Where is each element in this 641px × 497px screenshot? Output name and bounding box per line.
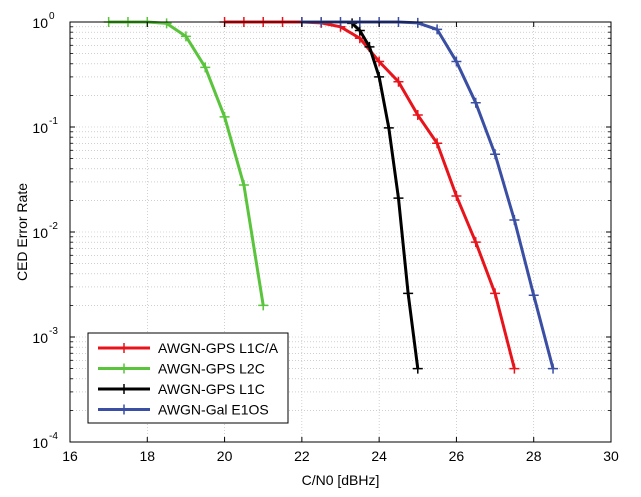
legend-label: AWGN-GPS L1C/A bbox=[158, 340, 279, 356]
data-point bbox=[451, 56, 462, 67]
legend-label: AWGN-GPS L2C bbox=[158, 361, 265, 377]
y-tick-label: 10 bbox=[32, 15, 48, 31]
y-tick-exponent: 0 bbox=[49, 11, 55, 22]
y-tick-label: 10 bbox=[32, 120, 48, 136]
data-point bbox=[548, 363, 559, 374]
data-point bbox=[490, 149, 501, 160]
legend-item: AWGN-GPS L2C bbox=[98, 361, 265, 377]
x-tick-label: 22 bbox=[294, 448, 310, 464]
data-point bbox=[490, 288, 501, 299]
x-tick-label: 30 bbox=[603, 448, 619, 464]
data-point bbox=[432, 24, 443, 35]
data-point bbox=[509, 363, 520, 374]
legend-item: AWGN-Gal E1OS bbox=[98, 402, 269, 418]
x-tick-label: 16 bbox=[62, 448, 78, 464]
legend: AWGN-GPS L1C/A AWGN-GPS L2C AWGN-GPS L1C AW… bbox=[87, 332, 289, 424]
data-point bbox=[509, 215, 520, 226]
legend-item: AWGN-GPS L1C/A bbox=[98, 340, 279, 356]
data-point bbox=[374, 56, 385, 67]
data-point bbox=[180, 31, 191, 42]
data-point bbox=[451, 191, 462, 202]
data-point bbox=[383, 122, 394, 133]
data-point bbox=[393, 193, 404, 204]
data-point bbox=[219, 111, 230, 122]
x-tick-label: 28 bbox=[526, 448, 542, 464]
y-tick-label: 10 bbox=[32, 330, 48, 346]
data-point bbox=[470, 237, 481, 248]
legend-label: AWGN-Gal E1OS bbox=[158, 402, 269, 418]
series-line bbox=[351, 22, 420, 369]
x-tick-label: 24 bbox=[371, 448, 387, 464]
legend-label: AWGN-GPS L1C bbox=[158, 381, 265, 397]
data-point bbox=[374, 71, 385, 82]
data-point bbox=[412, 363, 423, 374]
data-point bbox=[412, 17, 423, 28]
data-point bbox=[412, 110, 423, 121]
data-point bbox=[161, 18, 172, 29]
data-point bbox=[364, 41, 375, 52]
data-point bbox=[432, 138, 443, 149]
data-point bbox=[470, 97, 481, 108]
data-point bbox=[528, 290, 539, 301]
y-tick-label: 10 bbox=[32, 435, 48, 451]
y-axis-label: CED Error Rate bbox=[14, 183, 30, 281]
legend-marker bbox=[119, 404, 129, 415]
y-tick-exponent: -1 bbox=[49, 116, 58, 127]
legend-marker bbox=[119, 363, 129, 374]
data-point bbox=[403, 288, 414, 299]
legend-marker bbox=[119, 343, 129, 353]
x-tick-label: 20 bbox=[217, 448, 233, 464]
legend-marker bbox=[119, 384, 129, 394]
data-point bbox=[354, 25, 365, 36]
x-tick-label: 26 bbox=[449, 448, 465, 464]
data-point bbox=[393, 76, 404, 87]
data-point bbox=[200, 62, 211, 73]
legend-item: AWGN-GPS L1C bbox=[98, 381, 265, 397]
y-tick-label: 10 bbox=[32, 225, 48, 241]
data-point bbox=[258, 300, 269, 311]
x-tick-label: 18 bbox=[139, 448, 155, 464]
series-3 bbox=[347, 18, 423, 374]
y-tick-exponent: -4 bbox=[49, 431, 58, 442]
y-tick-exponent: -2 bbox=[49, 221, 58, 232]
data-point bbox=[238, 180, 249, 191]
x-axis-label: C/N0 [dBHz] bbox=[302, 472, 380, 488]
y-tick-exponent: -3 bbox=[49, 326, 58, 337]
